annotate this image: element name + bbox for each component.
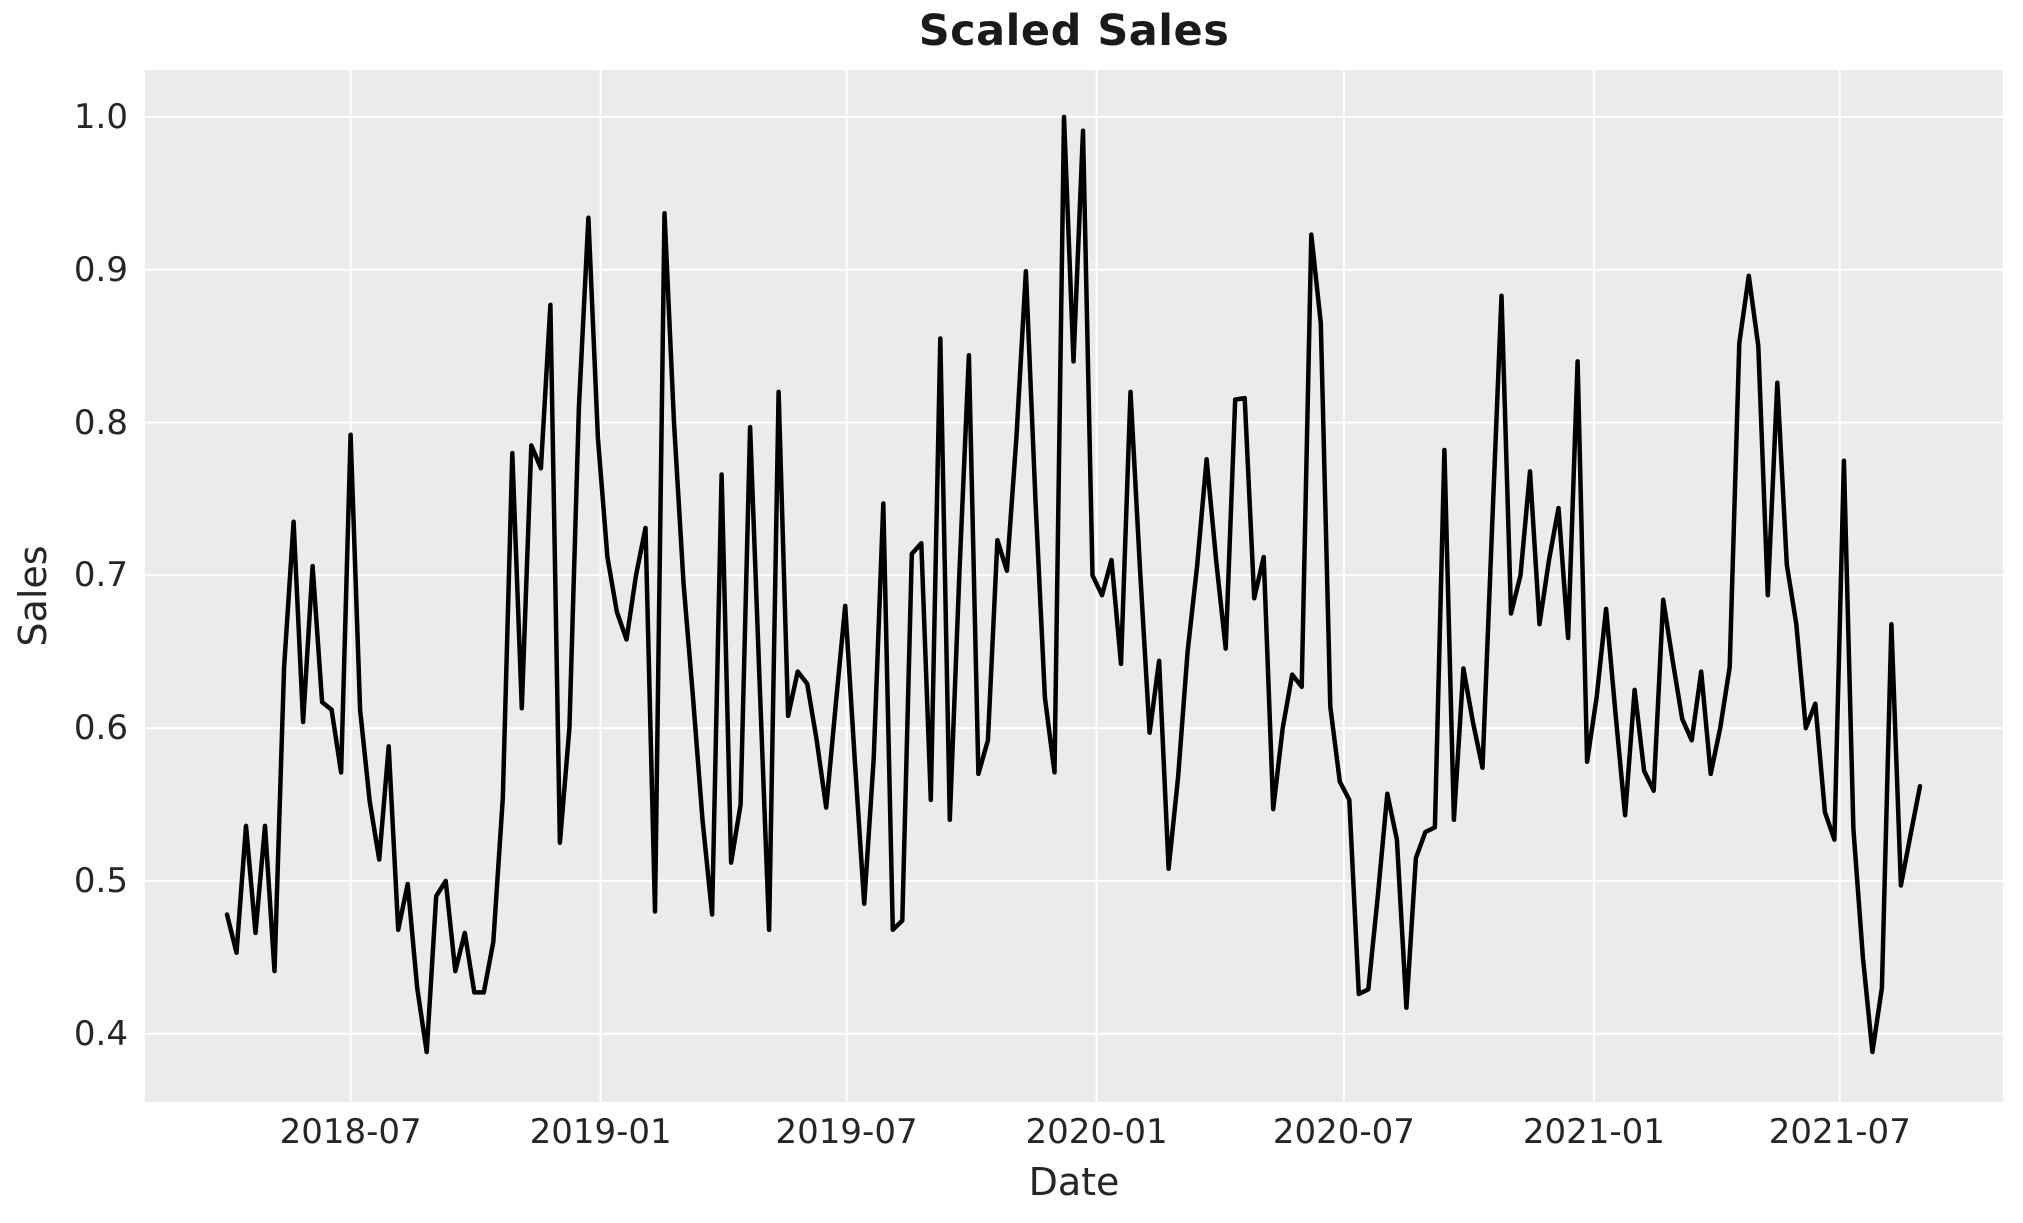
y-axis-label: Sales bbox=[11, 545, 55, 647]
x-tick-label: 2021-01 bbox=[1522, 1112, 1665, 1152]
y-tick-label: 0.7 bbox=[73, 555, 128, 596]
x-tick-label: 2020-01 bbox=[1025, 1112, 1168, 1152]
x-tick-label: 2020-07 bbox=[1272, 1112, 1415, 1152]
plot-area bbox=[145, 70, 2003, 1102]
y-tick-label: 0.4 bbox=[73, 1013, 128, 1054]
y-tick-label: 0.6 bbox=[73, 708, 128, 749]
y-tick-label: 1.0 bbox=[73, 96, 128, 137]
y-tick-label: 0.5 bbox=[73, 860, 128, 901]
sales-line-series bbox=[224, 114, 1923, 1055]
line-chart-canvas bbox=[145, 70, 2003, 1102]
y-tick-label: 0.8 bbox=[73, 402, 128, 443]
y-tick-label: 0.9 bbox=[73, 249, 128, 290]
x-axis-label: Date bbox=[1028, 1160, 1120, 1204]
chart-title: Scaled Sales bbox=[918, 6, 1230, 56]
x-tick-label: 2021-07 bbox=[1768, 1112, 1911, 1152]
x-tick-label: 2019-07 bbox=[775, 1112, 918, 1152]
x-tick-label: 2018-07 bbox=[279, 1112, 422, 1152]
x-tick-label: 2019-01 bbox=[529, 1112, 672, 1152]
